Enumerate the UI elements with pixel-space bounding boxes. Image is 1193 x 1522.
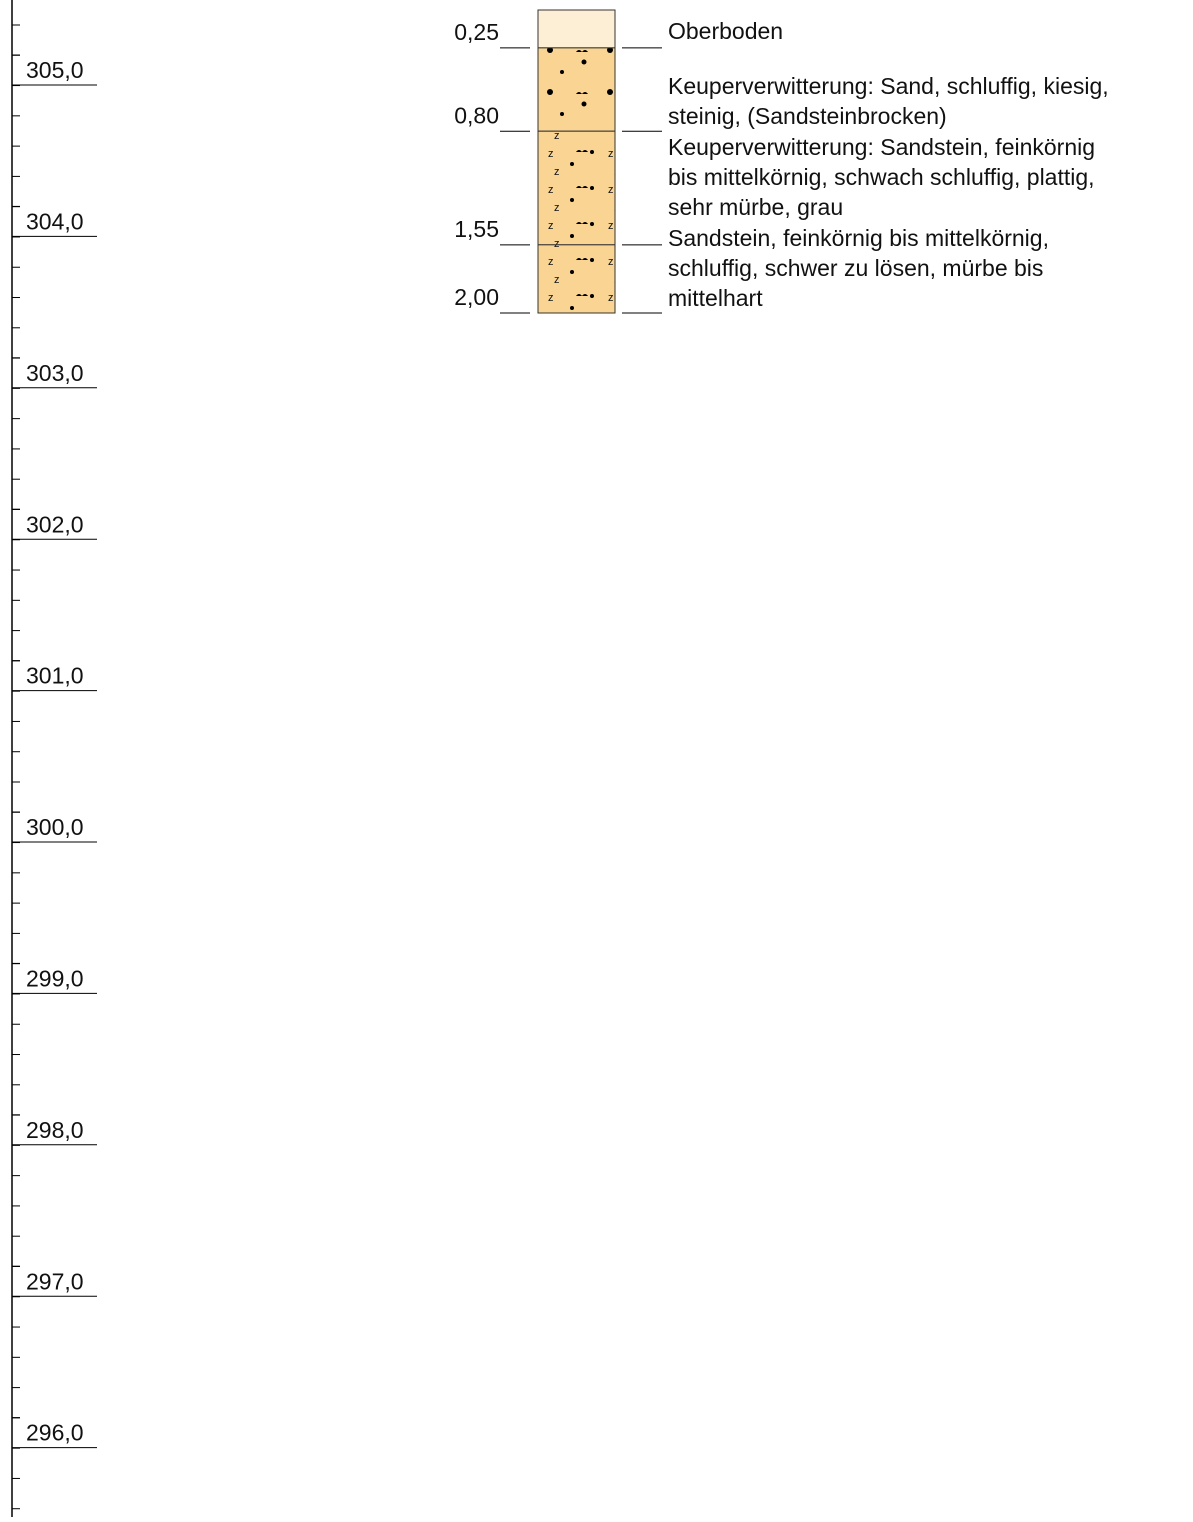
layer-description: Keuperverwitterung: Sandstein, feinkörni… [668, 134, 1095, 160]
layer-description: bis mittelkörnig, schwach schluffig, pla… [668, 164, 1095, 190]
elevation-label: 298,0 [26, 1117, 84, 1143]
layer [538, 10, 615, 48]
elevation-label: 305,0 [26, 57, 84, 83]
layer-description: Keuperverwitterung: Sand, schluffig, kie… [668, 73, 1109, 99]
layer-description: schluffig, schwer zu lösen, mürbe bis [668, 255, 1043, 281]
depth-label: 0,80 [454, 102, 499, 128]
depth-label: 2,00 [454, 284, 499, 310]
depth-label: 0,25 [454, 19, 499, 45]
elevation-label: 301,0 [26, 663, 84, 689]
depth-label: 1,55 [454, 216, 499, 242]
elevation-label: 300,0 [26, 814, 84, 840]
layer-description: Oberboden [668, 18, 783, 44]
elevation-label: 299,0 [26, 965, 84, 991]
layer-description: steinig, (Sandsteinbrocken) [668, 103, 947, 129]
layer-description: sehr mürbe, grau [668, 194, 843, 220]
layer [538, 48, 615, 131]
elevation-label: 302,0 [26, 511, 84, 537]
elevation-label: 297,0 [26, 1268, 84, 1294]
layer-description: Sandstein, feinkörnig bis mittelkörnig, [668, 225, 1049, 251]
elevation-label: 304,0 [26, 208, 84, 234]
elevation-label: 296,0 [26, 1420, 84, 1446]
layer [538, 245, 615, 313]
borehole-log: zz 305,0304,0303,0302,0301,0300,0299,029… [0, 0, 1193, 1517]
layer [538, 131, 615, 245]
layer-description: mittelhart [668, 285, 763, 311]
elevation-label: 303,0 [26, 360, 84, 386]
